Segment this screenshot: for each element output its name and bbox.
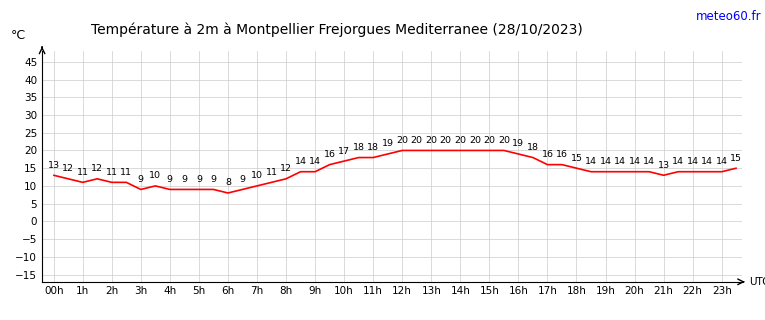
Text: 14: 14 bbox=[585, 157, 597, 166]
Text: 11: 11 bbox=[120, 168, 132, 177]
Text: Température à 2m à Montpellier Frejorgues Mediterranee (28/10/2023): Température à 2m à Montpellier Frejorgue… bbox=[91, 23, 583, 37]
Text: 16: 16 bbox=[556, 150, 568, 159]
Text: 17: 17 bbox=[338, 147, 350, 156]
Text: 14: 14 bbox=[643, 157, 655, 166]
Text: 9: 9 bbox=[181, 175, 187, 184]
Text: UTC: UTC bbox=[749, 276, 765, 287]
Text: 12: 12 bbox=[91, 164, 103, 173]
Text: 18: 18 bbox=[527, 143, 539, 152]
Text: 9: 9 bbox=[239, 175, 246, 184]
Text: 18: 18 bbox=[353, 143, 365, 152]
Text: 15: 15 bbox=[571, 154, 582, 163]
Text: 14: 14 bbox=[702, 157, 713, 166]
Text: 14: 14 bbox=[716, 157, 728, 166]
Text: 19: 19 bbox=[382, 140, 394, 148]
Text: 13: 13 bbox=[47, 161, 60, 170]
Text: 19: 19 bbox=[513, 140, 524, 148]
Text: 16: 16 bbox=[324, 150, 336, 159]
Text: 14: 14 bbox=[687, 157, 698, 166]
Text: 15: 15 bbox=[731, 154, 742, 163]
Text: 20: 20 bbox=[396, 136, 409, 145]
Text: 11: 11 bbox=[265, 168, 278, 177]
Text: 9: 9 bbox=[210, 175, 216, 184]
Text: meteo60.fr: meteo60.fr bbox=[695, 10, 761, 23]
Text: 11: 11 bbox=[76, 168, 89, 177]
Text: 9: 9 bbox=[167, 175, 173, 184]
Text: 16: 16 bbox=[542, 150, 553, 159]
Text: 14: 14 bbox=[629, 157, 640, 166]
Text: 20: 20 bbox=[425, 136, 438, 145]
Text: °C: °C bbox=[11, 29, 26, 42]
Text: 14: 14 bbox=[672, 157, 684, 166]
Text: 12: 12 bbox=[62, 164, 74, 173]
Text: 18: 18 bbox=[367, 143, 379, 152]
Text: 10: 10 bbox=[149, 171, 161, 180]
Text: 14: 14 bbox=[614, 157, 626, 166]
Text: 11: 11 bbox=[106, 168, 118, 177]
Text: 14: 14 bbox=[309, 157, 321, 166]
Text: 9: 9 bbox=[138, 175, 144, 184]
Text: 20: 20 bbox=[440, 136, 452, 145]
Text: 10: 10 bbox=[251, 171, 263, 180]
Text: 14: 14 bbox=[295, 157, 307, 166]
Text: 20: 20 bbox=[498, 136, 510, 145]
Text: 20: 20 bbox=[469, 136, 481, 145]
Text: 9: 9 bbox=[196, 175, 202, 184]
Text: 12: 12 bbox=[280, 164, 292, 173]
Text: 20: 20 bbox=[411, 136, 423, 145]
Text: 8: 8 bbox=[225, 179, 231, 188]
Text: 14: 14 bbox=[600, 157, 611, 166]
Text: 13: 13 bbox=[658, 161, 669, 170]
Text: 20: 20 bbox=[454, 136, 467, 145]
Text: 20: 20 bbox=[483, 136, 496, 145]
